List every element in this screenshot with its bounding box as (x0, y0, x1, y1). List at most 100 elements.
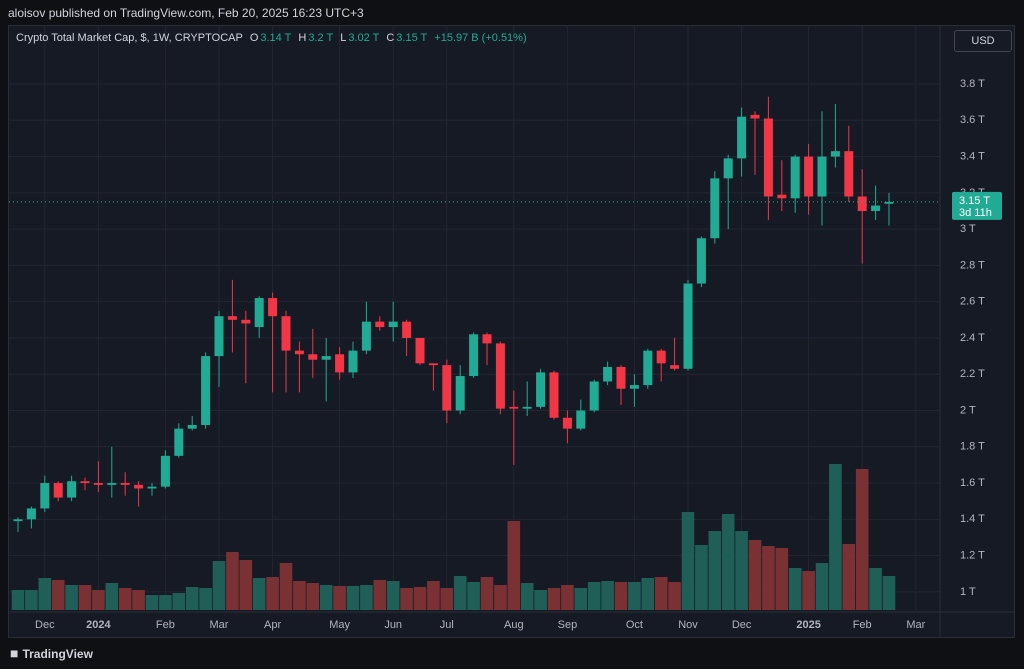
candle-body (589, 381, 599, 411)
y-tick-label: 3.8 T (960, 78, 985, 90)
legend-value: 3.02 T (348, 32, 380, 44)
volume-bar (386, 581, 400, 610)
volume-bar (453, 576, 467, 610)
legend-change: +15.97 B (+0.51%) (434, 32, 527, 44)
y-tick-label: 3 T (960, 223, 976, 235)
volume-bar (333, 586, 346, 610)
candle-body (576, 410, 586, 429)
x-tick-label: Feb (156, 619, 175, 631)
x-tick-label: Jun (384, 619, 402, 631)
logo: ■ (10, 645, 19, 661)
candle-body (388, 321, 398, 328)
candle-body (562, 417, 572, 429)
volume-bar (520, 583, 534, 610)
candle-body (308, 354, 318, 360)
publisher-line: aloisov published on TradingView.com, Fe… (8, 6, 364, 20)
volume-bar (762, 546, 775, 610)
x-tick-label: Apr (264, 619, 281, 631)
candle-body (268, 298, 278, 317)
volume-bar (869, 568, 882, 610)
y-tick-label: 2.6 T (960, 296, 985, 308)
x-tick-label: Dec (732, 619, 752, 631)
volume-bar (360, 585, 373, 610)
candle-body (629, 385, 639, 389)
volume-bar (467, 582, 480, 610)
volume-bar (252, 578, 266, 610)
candle-body (616, 366, 626, 389)
candle-body (53, 483, 63, 498)
candle-body (40, 483, 50, 509)
candle-body (777, 194, 787, 199)
candle-body (884, 201, 894, 204)
volume-bar (226, 552, 239, 610)
volume-bar (494, 585, 507, 610)
volume-bar (654, 577, 668, 610)
volume-bar (561, 585, 574, 610)
legend-key: O (249, 32, 259, 44)
candle-body (361, 321, 371, 351)
candle-body (134, 484, 144, 489)
x-tick-label: Dec (35, 619, 55, 631)
volume-bar (614, 582, 628, 610)
candle-body (93, 483, 103, 485)
volume-bar (440, 588, 454, 610)
candle-body (187, 425, 197, 429)
volume-bar (185, 587, 199, 610)
legend-value: 3.14 T (260, 32, 292, 44)
volume-bar (775, 548, 789, 610)
candle-body (335, 354, 345, 373)
currency-button[interactable]: USD (954, 30, 1012, 52)
volume-bar (319, 585, 333, 610)
candle-body (549, 372, 559, 418)
legend-key: L (340, 32, 347, 44)
volume-bar (65, 585, 78, 610)
volume-bar (346, 586, 360, 610)
candle-body (750, 114, 760, 119)
candle-body (737, 116, 747, 159)
y-tick-label: 1.4 T (960, 513, 985, 525)
x-tick-label: Mar (906, 619, 925, 631)
volume-bar (239, 560, 253, 610)
candle-body (348, 350, 358, 373)
chart-title: Crypto Total Market Cap, $, 1W, CRYPTOCA… (16, 32, 243, 44)
candle-body (683, 283, 693, 369)
candle-body (469, 334, 479, 377)
candle-body (160, 455, 170, 487)
volume-bar (400, 588, 413, 610)
candle-body (120, 483, 130, 485)
volume-bar (145, 595, 159, 610)
candle-body (790, 156, 800, 199)
candle-body (522, 406, 532, 409)
volume-bar (118, 588, 132, 610)
x-tick-label: May (329, 619, 350, 631)
x-tick-label: Jul (440, 619, 454, 631)
candle-body (67, 481, 77, 498)
candle-body (174, 428, 184, 456)
candle-body (817, 156, 827, 197)
volume-bar (105, 583, 119, 610)
x-tick-label: Oct (626, 619, 643, 631)
volume-bar (38, 578, 52, 610)
candle-body (696, 238, 706, 284)
candle-body (241, 319, 251, 324)
candle-body (321, 356, 331, 360)
volume-bar (507, 521, 521, 610)
candle-body (763, 118, 773, 197)
volume-bar (293, 581, 306, 610)
volume-bar (413, 587, 427, 610)
volume-bar (695, 545, 708, 610)
candle-body (670, 365, 680, 369)
y-tick-label: 1.2 T (960, 549, 985, 561)
candle-body (495, 343, 505, 409)
volume-bar (587, 582, 601, 610)
volume-bar (815, 563, 829, 610)
countdown-label: 3d 11h (959, 207, 992, 219)
candle-body (254, 298, 264, 328)
volume-bar (735, 531, 748, 610)
candle-body (723, 158, 733, 179)
volume-bar (306, 583, 320, 610)
volume-bar (681, 512, 695, 610)
volume-bar (266, 577, 279, 610)
volume-bar (199, 588, 212, 610)
candle-body (80, 481, 90, 484)
